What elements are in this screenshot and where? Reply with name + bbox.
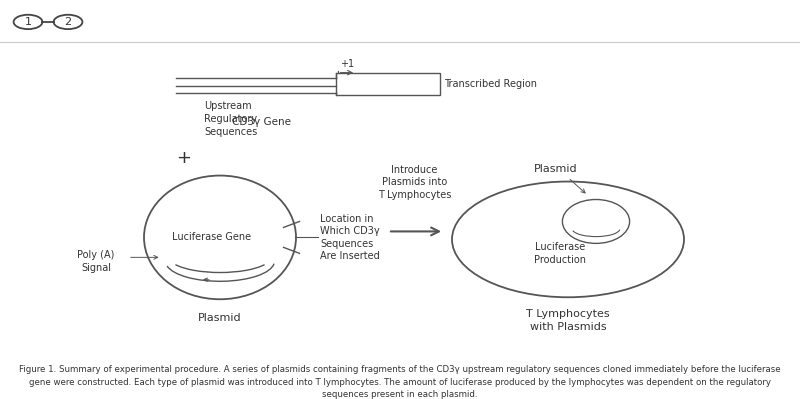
Text: Luciferase
Production: Luciferase Production	[534, 242, 586, 265]
Text: Introduce
Plasmids into
T Lymphocytes: Introduce Plasmids into T Lymphocytes	[378, 165, 451, 200]
Text: Figure 1. Summary of experimental procedure. A series of plasmids containing fra: Figure 1. Summary of experimental proced…	[19, 365, 781, 399]
Text: T Lymphocytes
with Plasmids: T Lymphocytes with Plasmids	[526, 309, 610, 332]
Text: +1: +1	[340, 59, 354, 69]
Text: CD3γ Gene: CD3γ Gene	[232, 117, 291, 127]
Text: Plasmid: Plasmid	[534, 164, 578, 174]
Text: Plasmid: Plasmid	[198, 313, 242, 323]
Text: Poly (A)
Signal: Poly (A) Signal	[78, 250, 114, 273]
Text: +: +	[177, 148, 191, 167]
Text: 1: 1	[25, 17, 31, 27]
Bar	[336, 73, 440, 95]
Text: Luciferase Gene: Luciferase Gene	[173, 232, 251, 243]
Text: Transcribed Region: Transcribed Region	[444, 79, 537, 89]
Text: 2: 2	[65, 17, 71, 27]
Text: Upstream
Regulatory
Sequences: Upstream Regulatory Sequences	[204, 101, 258, 137]
Text: Location in
Which CD3γ
Sequences
Are Inserted: Location in Which CD3γ Sequences Are Ins…	[320, 214, 380, 261]
